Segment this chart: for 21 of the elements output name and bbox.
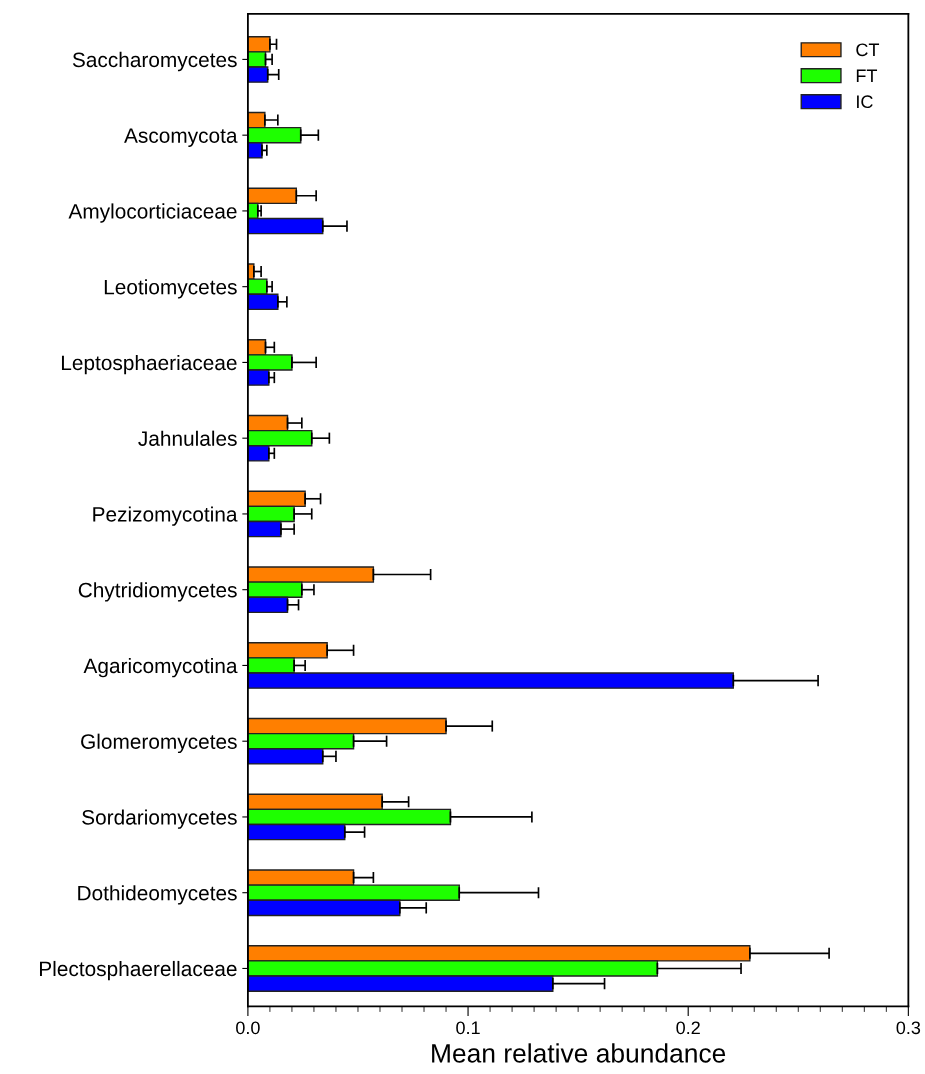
y-tick-label: Saccharomycetes: [72, 51, 237, 72]
y-tick-label: Ascomycota: [124, 128, 238, 148]
y-tick-label: Dothideomycetes: [78, 885, 237, 905]
x-tick-label: 0.1: [456, 1021, 480, 1035]
x-axis-title: Mean relative abundance: [432, 1043, 726, 1063]
legend-label: IC: [857, 95, 873, 109]
y-tick-label: Plectosphaerellaceae: [40, 960, 237, 981]
y-tick-label: Agaricomycotina: [83, 657, 238, 678]
y-tick-label: Leptosphaeriaceae: [61, 354, 237, 375]
y-tick-label: Pezizomycotina: [93, 506, 238, 526]
y-tick-label: Glomeromycetes: [81, 733, 237, 754]
legend-label: CT: [856, 43, 880, 57]
legend-label: FT: [856, 69, 878, 82]
x-tick-label: 0.0: [236, 1021, 260, 1035]
y-tick-label: Chytridiomycetes: [78, 582, 237, 602]
y-tick-label: Leotiomycetes: [104, 279, 237, 299]
y-tick-label: Sordariomycetes: [82, 809, 237, 829]
x-tick-label: 0.3: [896, 1021, 921, 1035]
y-tick-label: Jahnulales: [138, 430, 237, 446]
x-tick-label: 0.2: [676, 1021, 700, 1035]
y-tick-label: Amylocorticiaceae: [68, 203, 237, 223]
